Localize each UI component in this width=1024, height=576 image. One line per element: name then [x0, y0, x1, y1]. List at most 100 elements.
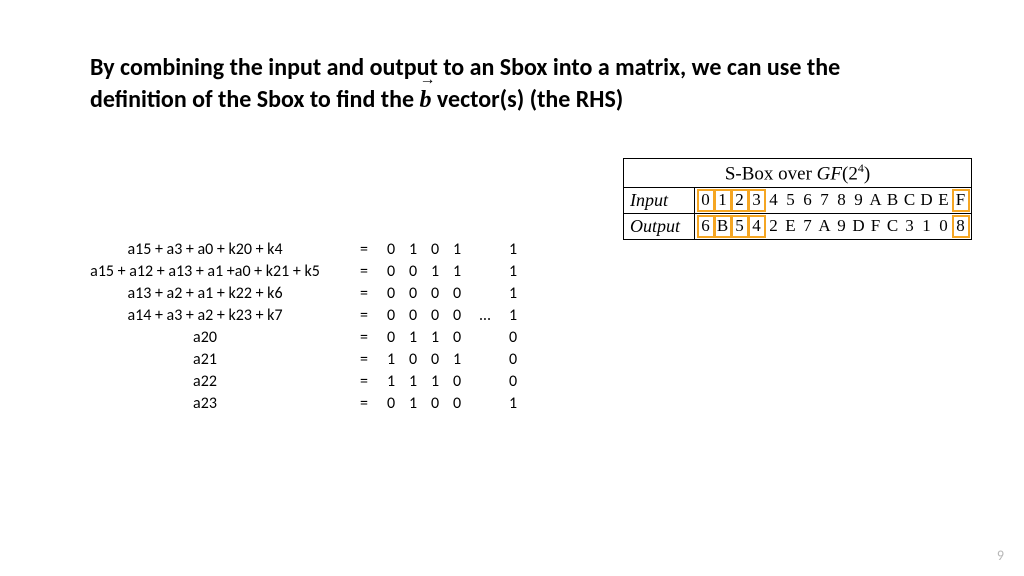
sbox-cell: 8	[953, 216, 969, 237]
equation-value-last: 1	[502, 240, 524, 259]
equation-value-last: 0	[502, 372, 524, 391]
sbox-cell: 0	[698, 190, 714, 211]
sbox-cell: 5	[732, 216, 748, 237]
equation-value: 0	[402, 262, 424, 281]
equation-value: 0	[402, 284, 424, 303]
equation-value: 0	[380, 394, 402, 413]
equation-lhs: a23	[50, 394, 360, 413]
equation-value-last: 1	[502, 394, 524, 413]
sbox-table: S-Box over GF(24) Input 0123456789ABCDEF…	[623, 158, 972, 240]
equation-row: a21=10010	[50, 350, 524, 372]
equation-value-last: 0	[502, 350, 524, 369]
equation-value: 0	[424, 350, 446, 369]
sbox-cell: 4	[766, 190, 782, 211]
equation-value: 1	[446, 262, 468, 281]
b-vector: →b	[419, 87, 431, 113]
equation-value: 1	[424, 372, 446, 391]
arrow-over-b: →	[419, 69, 435, 91]
sbox-cell: A	[817, 216, 833, 237]
title-post: vector(s) (the RHS)	[431, 85, 623, 114]
equation-value: 0	[402, 306, 424, 325]
equation-row: a20=01100	[50, 328, 524, 350]
equation-value: 0	[446, 394, 468, 413]
sbox-cell: 3	[902, 216, 918, 237]
equation-row: a15 + a3 + a0 + k20 + k4=01011	[50, 240, 524, 262]
sbox-cell: 6	[800, 190, 816, 211]
equals-sign: =	[360, 306, 374, 325]
equation-row: a14 + a3 + a2 + k23 + k7=0000…1	[50, 306, 524, 328]
equation-lhs: a21	[50, 350, 360, 369]
sbox-cell: D	[919, 190, 935, 211]
sbox-input-label: Input	[624, 188, 695, 213]
equals-sign: =	[360, 350, 374, 369]
equals-sign: =	[360, 394, 374, 413]
sbox-cell: 5	[783, 190, 799, 211]
sbox-cell: 1	[919, 216, 935, 237]
equation-value: 1	[380, 350, 402, 369]
equation-lhs: a14 + a3 + a2 + k23 + k7	[50, 306, 360, 325]
equation-lhs: a15 + a12 + a13 + a1 +a0 + k21 + k5	[50, 262, 360, 281]
equation-row: a23=01001	[50, 394, 524, 416]
equation-value: 0	[380, 306, 402, 325]
sbox-output-row: Output 6B542E7A9DFC3108	[624, 214, 971, 239]
equation-value: 1	[424, 262, 446, 281]
sbox-cell: 2	[732, 190, 748, 211]
equation-value: 0	[402, 350, 424, 369]
equals-sign: =	[360, 284, 374, 303]
slide-title: By combining the input and output to an …	[90, 52, 940, 117]
equation-value: 0	[380, 262, 402, 281]
equation-lhs: a15 + a3 + a0 + k20 + k4	[50, 240, 360, 259]
sbox-cell: 1	[715, 190, 731, 211]
equation-row: a22=11100	[50, 372, 524, 394]
sbox-cell: 9	[851, 190, 867, 211]
equation-value-last: 1	[502, 262, 524, 281]
sbox-cell: 0	[936, 216, 952, 237]
sbox-cell: E	[936, 190, 952, 211]
equation-value-last: 1	[502, 284, 524, 303]
sbox-cell: F	[953, 190, 969, 211]
equation-value: 1	[402, 240, 424, 259]
equation-block: a15 + a3 + a0 + k20 + k4=01011a15 + a12 …	[50, 240, 524, 416]
equation-value: 1	[424, 328, 446, 347]
equation-value: 0	[446, 306, 468, 325]
sbox-cell: 7	[800, 216, 816, 237]
equation-value: 1	[446, 350, 468, 369]
equation-value-last: 1	[502, 306, 524, 325]
sbox-cell: D	[851, 216, 867, 237]
equals-sign: =	[360, 372, 374, 391]
equation-lhs: a22	[50, 372, 360, 391]
sbox-cell: 4	[749, 216, 765, 237]
equals-sign: =	[360, 328, 374, 347]
equation-value: 0	[380, 284, 402, 303]
sbox-cell: 9	[834, 216, 850, 237]
sbox-output-cells: 6B542E7A9DFC3108	[695, 214, 971, 239]
equation-value: 1	[446, 240, 468, 259]
page-number: 9	[997, 547, 1004, 564]
equation-value: 1	[402, 372, 424, 391]
equation-gap: …	[468, 306, 502, 325]
sbox-cell: B	[885, 190, 901, 211]
equation-lhs: a20	[50, 328, 360, 347]
sbox-cell: 7	[817, 190, 833, 211]
sbox-input-row: Input 0123456789ABCDEF	[624, 188, 971, 214]
sbox-cell: C	[885, 216, 901, 237]
sbox-cell: A	[868, 190, 884, 211]
sbox-cell: C	[902, 190, 918, 211]
sbox-cell: 8	[834, 190, 850, 211]
sbox-cell: F	[868, 216, 884, 237]
equation-value: 1	[402, 328, 424, 347]
equation-value: 0	[424, 284, 446, 303]
equation-value: 1	[402, 394, 424, 413]
sbox-cell: 6	[698, 216, 714, 237]
equation-value: 0	[424, 394, 446, 413]
equation-value: 0	[424, 306, 446, 325]
equals-sign: =	[360, 262, 374, 281]
sbox-cell: 3	[749, 190, 765, 211]
equation-value: 1	[380, 372, 402, 391]
sbox-output-label: Output	[624, 214, 695, 239]
sbox-input-cells: 0123456789ABCDEF	[695, 188, 971, 213]
equation-value: 0	[380, 240, 402, 259]
sbox-cell: E	[783, 216, 799, 237]
sbox-cell: B	[715, 216, 731, 237]
equation-value-last: 0	[502, 328, 524, 347]
